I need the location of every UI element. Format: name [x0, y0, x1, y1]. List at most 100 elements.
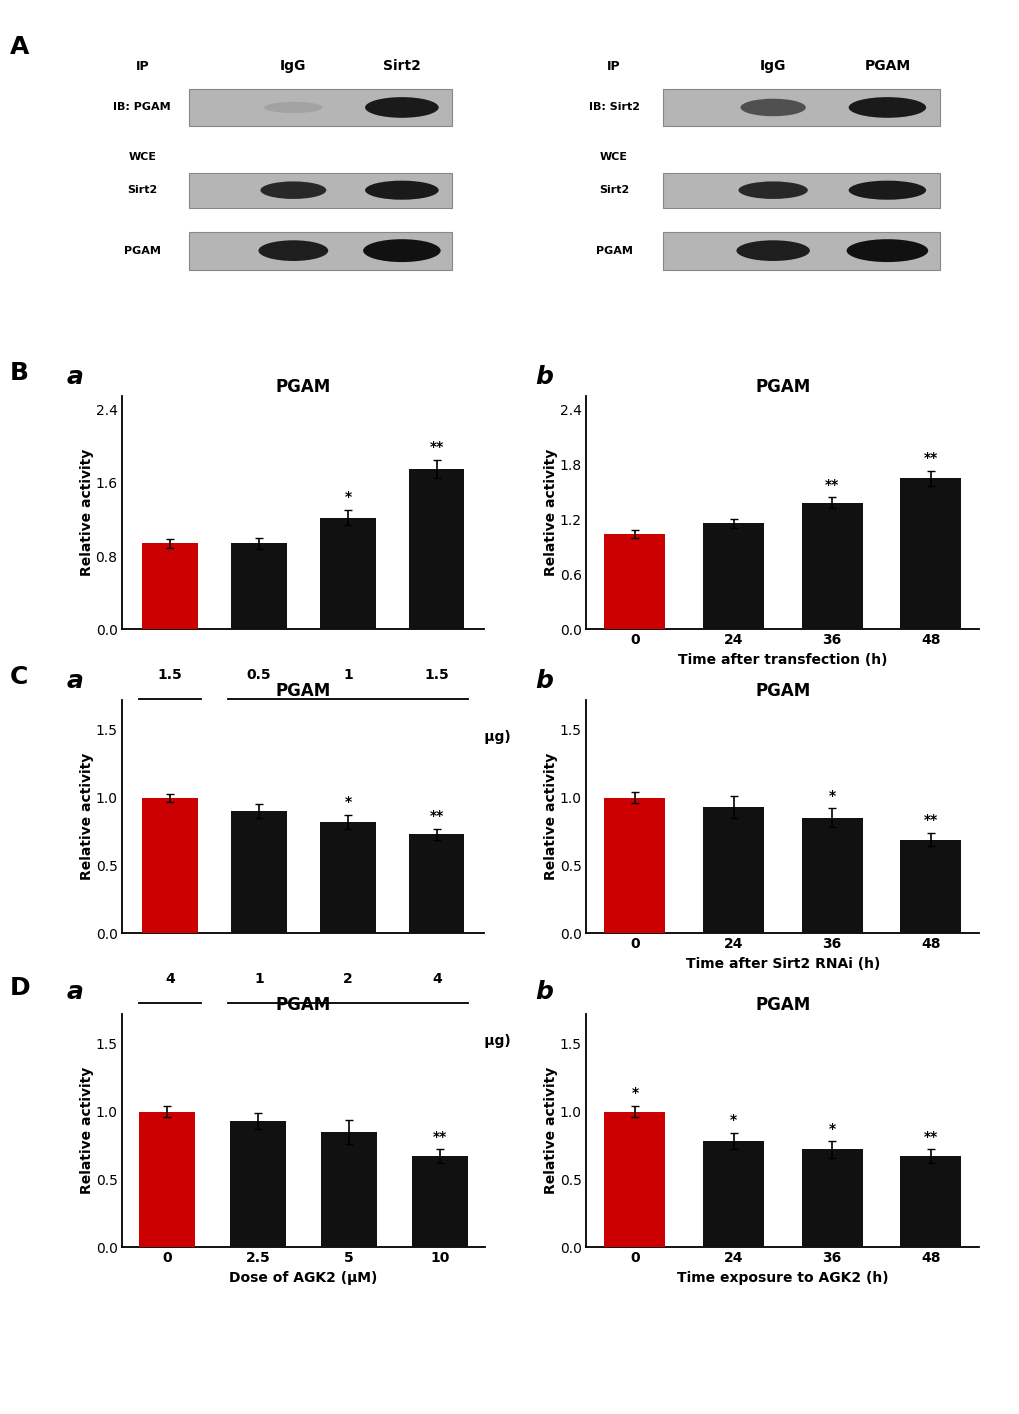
Text: B: B [10, 361, 30, 385]
Ellipse shape [738, 181, 807, 199]
Bar [320, 518, 375, 629]
X-axis label: Time after transfection (h): Time after transfection (h) [678, 653, 887, 667]
Text: IP: IP [606, 59, 621, 72]
Text: a: a [66, 980, 84, 1004]
Ellipse shape [365, 181, 438, 199]
Title: PGAM: PGAM [754, 995, 810, 1014]
Bar [412, 1157, 468, 1247]
Text: IB: Sirt2: IB: Sirt2 [588, 102, 639, 113]
Text: Sirt2: Sirt2 [329, 730, 367, 744]
Text: a: a [66, 669, 84, 693]
Ellipse shape [260, 181, 326, 199]
Text: IgG: IgG [280, 59, 307, 74]
Bar [900, 840, 960, 933]
Text: *: * [827, 1121, 835, 1135]
Ellipse shape [736, 240, 809, 262]
Title: PGAM: PGAM [275, 995, 331, 1014]
Bar [229, 1121, 286, 1247]
Text: IgG: IgG [759, 59, 786, 74]
Text: *: * [344, 491, 352, 505]
Bar [409, 469, 464, 629]
Ellipse shape [264, 102, 322, 113]
Text: b: b [535, 669, 553, 693]
Bar [231, 812, 286, 933]
Text: **: ** [432, 1130, 446, 1144]
Text: C: C [10, 665, 29, 689]
Text: (μg): (μg) [478, 730, 511, 744]
FancyBboxPatch shape [189, 89, 451, 126]
Title: PGAM: PGAM [275, 378, 331, 396]
FancyBboxPatch shape [662, 232, 940, 270]
Text: Sirt2: Sirt2 [127, 185, 157, 195]
Text: A: A [10, 35, 30, 59]
Title: PGAM: PGAM [754, 682, 810, 700]
Y-axis label: Relative activity: Relative activity [544, 754, 557, 880]
Ellipse shape [848, 181, 925, 199]
Text: IB: PGAM: IB: PGAM [113, 102, 171, 113]
Text: *: * [730, 1113, 737, 1127]
Bar [801, 817, 862, 933]
Bar [900, 478, 960, 629]
Text: **: ** [923, 813, 937, 827]
X-axis label: Time after Sirt2 RNAi (h): Time after Sirt2 RNAi (h) [685, 957, 879, 971]
Text: IP: IP [136, 59, 149, 72]
Text: PGAM: PGAM [123, 246, 160, 256]
Text: *: * [827, 789, 835, 803]
Text: D: D [10, 976, 31, 1000]
Text: dsSirt2: dsSirt2 [320, 1034, 376, 1048]
Bar [801, 1150, 862, 1247]
FancyBboxPatch shape [189, 173, 451, 208]
Ellipse shape [363, 239, 440, 262]
Y-axis label: Relative activity: Relative activity [544, 1068, 557, 1193]
Text: **: ** [824, 478, 839, 492]
Ellipse shape [848, 98, 925, 117]
Text: **: ** [429, 809, 443, 823]
Text: WCE: WCE [128, 151, 156, 161]
FancyBboxPatch shape [189, 232, 451, 270]
Text: b: b [535, 980, 553, 1004]
Text: Sirt2: Sirt2 [598, 185, 629, 195]
Y-axis label: Relative activity: Relative activity [81, 1068, 94, 1193]
Text: (μg): (μg) [478, 1034, 511, 1048]
Y-axis label: Relative activity: Relative activity [79, 450, 94, 575]
Text: PGAM: PGAM [595, 246, 632, 256]
Bar [143, 543, 198, 629]
Title: PGAM: PGAM [754, 378, 810, 396]
Bar [320, 822, 375, 933]
Ellipse shape [258, 240, 328, 262]
Title: PGAM: PGAM [275, 682, 331, 700]
Bar [702, 523, 763, 629]
Bar [231, 543, 286, 629]
Ellipse shape [846, 239, 927, 262]
Text: a: a [66, 365, 84, 389]
Text: *: * [344, 796, 352, 809]
Y-axis label: Relative activity: Relative activity [543, 450, 557, 575]
Bar [320, 1131, 377, 1247]
Bar [143, 797, 198, 933]
Ellipse shape [740, 99, 805, 116]
Text: **: ** [429, 440, 443, 454]
Bar [702, 807, 763, 933]
Text: GFP: GFP [154, 730, 185, 744]
Bar [409, 834, 464, 933]
Bar [603, 534, 664, 629]
Bar [900, 1157, 960, 1247]
Bar [801, 503, 862, 629]
X-axis label: Time exposure to AGK2 (h): Time exposure to AGK2 (h) [677, 1271, 888, 1285]
Text: Sirt2: Sirt2 [382, 59, 421, 74]
Text: *: * [631, 1086, 638, 1100]
Text: WCE: WCE [599, 151, 628, 161]
Bar [139, 1111, 195, 1247]
X-axis label: Dose of AGK2 (μM): Dose of AGK2 (μM) [229, 1271, 377, 1285]
Bar [603, 1111, 664, 1247]
Text: **: ** [923, 451, 937, 465]
FancyBboxPatch shape [662, 89, 940, 126]
Text: dsGFP: dsGFP [146, 1034, 195, 1048]
Bar [603, 797, 664, 933]
Ellipse shape [365, 98, 438, 117]
FancyBboxPatch shape [662, 173, 940, 208]
Text: b: b [535, 365, 553, 389]
Text: **: ** [923, 1130, 937, 1144]
Y-axis label: Relative activity: Relative activity [81, 754, 94, 880]
Bar [702, 1141, 763, 1247]
